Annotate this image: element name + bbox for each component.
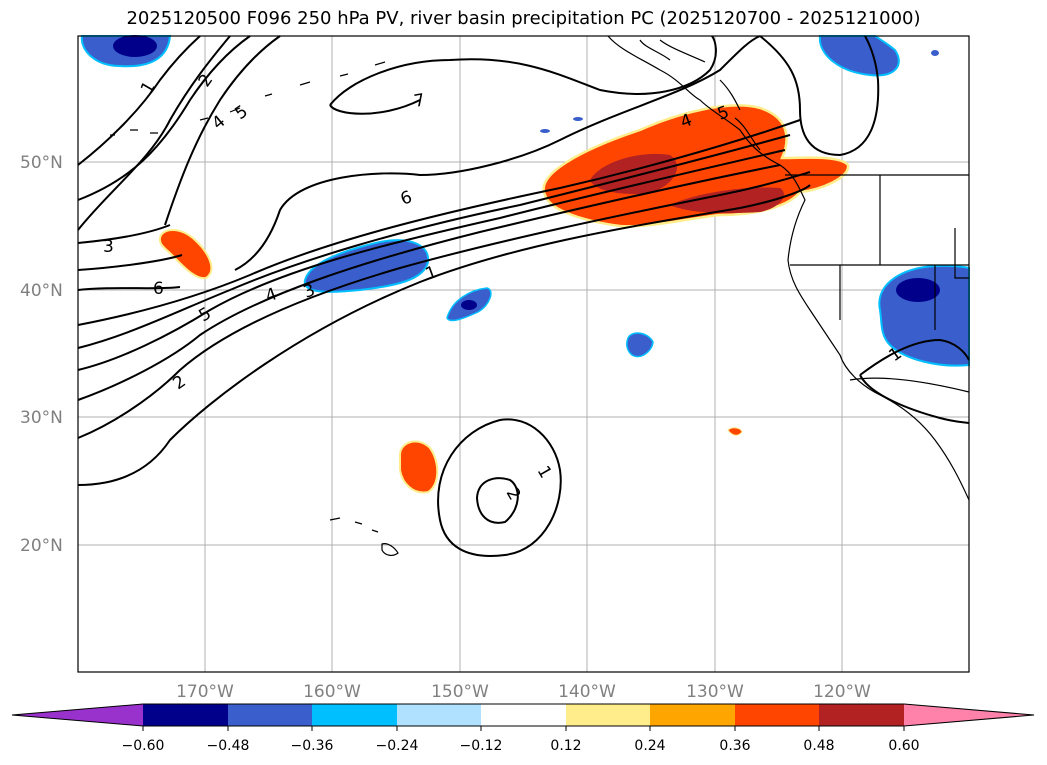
pos-core-northeast-b [670, 187, 784, 214]
colorbar-segment [312, 704, 397, 726]
lat-label-50n: 50°N [20, 153, 63, 173]
neg-speck-c [931, 50, 939, 56]
pv-contour-6 [77, 119, 801, 326]
colorbar-extend-low [12, 704, 143, 726]
pv-contour-4 [77, 149, 786, 371]
colorbar: −0.60 −0.48 −0.36 −0.24 −0.12 0.12 0.24 … [11, 703, 1035, 754]
colorbar-segment [228, 704, 312, 726]
mexico-border [849, 377, 970, 393]
pv-contour-west-group [77, 224, 183, 291]
pv-contour-ne [759, 35, 880, 157]
pos-blob-hawaii [399, 440, 439, 494]
pv-contour-7 [329, 35, 717, 115]
colorbar-tick-label: −0.24 [376, 738, 419, 754]
colorbar-segment [397, 704, 481, 726]
colorbar-segment [735, 704, 819, 726]
state-borders [790, 175, 969, 330]
lon-label-150w: 150°W [431, 682, 489, 702]
colorbar-tick-label: −0.48 [207, 738, 250, 754]
contour-label: 6 [153, 279, 164, 299]
colorbar-tick-label: 0.48 [803, 738, 834, 754]
colorbar-tick-label: 0.60 [888, 738, 919, 754]
pv-contour-california [859, 338, 970, 424]
lon-label-130w: 130°W [686, 682, 744, 702]
map-title: 2025120500 F096 250 hPa PV, river basin … [126, 8, 921, 29]
colorbar-tick-label: 0.24 [634, 738, 665, 754]
pv-contours [77, 35, 970, 557]
pv-contour-3 [77, 164, 781, 401]
pv-contour-nw-3 [77, 35, 251, 201]
colorbar-tick-label: −0.12 [460, 738, 503, 754]
neg-blob-topright [818, 35, 900, 77]
pv-contour-hawaii-1 [437, 418, 562, 557]
colorbar-segment [819, 704, 904, 726]
neg-speck-b [573, 117, 583, 121]
pv-contour-2 [77, 171, 811, 439]
colorbar-segment [650, 704, 735, 726]
pv-contour-nw-4 [164, 35, 281, 226]
map-frame [77, 35, 970, 673]
lat-label-30n: 30°N [20, 408, 63, 428]
lon-label-140w: 140°W [558, 682, 616, 702]
pos-blob-tiny [727, 427, 743, 436]
pv-contour-outer [234, 35, 761, 271]
contour-label: 7 [412, 90, 426, 112]
alaska-islands [639, 39, 741, 111]
neg-patch-b [626, 332, 654, 358]
colorbar-extend-high [904, 704, 1034, 726]
neg-core-california [896, 278, 940, 302]
colorbar-segment [481, 704, 566, 726]
lat-label-20n: 20°N [20, 536, 63, 556]
pos-blob-west [158, 229, 213, 280]
vancouver-island [734, 117, 761, 151]
pv-contour-nw-2 [77, 35, 231, 231]
neg-patch-a-core [461, 300, 477, 310]
neg-speck-a [540, 129, 550, 133]
pv-contour-5 [77, 134, 791, 349]
lon-label-120w: 120°W [813, 682, 871, 702]
contour-label: 3 [103, 237, 114, 257]
neg-blob-band [303, 239, 430, 293]
colorbar-segment [566, 704, 650, 726]
neg-core-topleft [113, 35, 157, 57]
longitude-labels: 170°W 160°W 150°W 140°W 130°W 120°W [176, 682, 871, 702]
pv-contour-hawaii-2 [475, 477, 519, 524]
colorbar-tick-label: 0.36 [719, 738, 750, 754]
north-america-coast [607, 35, 970, 501]
colorbar-tick-label: −0.60 [122, 738, 165, 754]
map-background [78, 36, 969, 672]
hawaii-islands [329, 517, 399, 556]
colorbar-segment [143, 704, 228, 726]
pv-contour-1 [77, 184, 811, 486]
lon-label-160w: 160°W [303, 682, 361, 702]
pv-contour-nw-1 [77, 35, 201, 166]
latitude-labels: 50°N 40°N 30°N 20°N [20, 153, 63, 556]
lon-label-170w: 170°W [176, 682, 234, 702]
lat-label-40n: 40°N [20, 281, 63, 301]
colorbar-tick-label: 0.12 [550, 738, 581, 754]
colorbar-tick-label: −0.36 [291, 738, 334, 754]
